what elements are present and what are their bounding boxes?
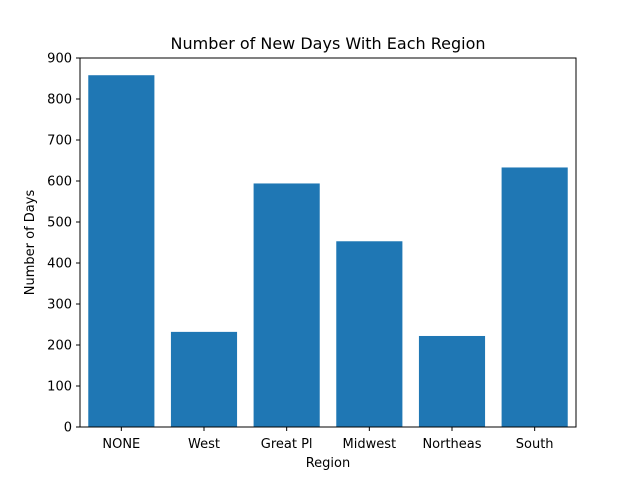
y-tick-label: 600 (47, 175, 72, 190)
bar-west (170, 331, 238, 427)
y-tick-label: 800 (47, 93, 72, 108)
x-tick-label: West (188, 437, 220, 452)
y-tick-label: 300 (47, 298, 72, 313)
x-tick-label: Great Pl (261, 437, 313, 452)
x-axis-label: Region (306, 456, 351, 471)
x-tick-label: South (516, 437, 554, 452)
y-tick-label: 500 (47, 216, 72, 231)
bar-northeas (418, 335, 486, 427)
y-tick-label: 900 (47, 52, 72, 67)
x-tick-label: Midwest (343, 437, 397, 452)
y-axis-label: Number of Days (23, 190, 38, 296)
plot-frame (79, 57, 577, 428)
bar-midwest (336, 241, 403, 427)
bars-group (88, 75, 568, 427)
bar-none (88, 75, 155, 427)
y-tick-label: 400 (47, 257, 72, 272)
chart-title: Number of New Days With Each Region (171, 34, 486, 53)
bar-south (501, 167, 568, 427)
x-axis: NONE West Great Pl Midwest Northeas South (102, 427, 554, 452)
y-tick-label: 0 (64, 421, 72, 436)
y-tick-label: 700 (47, 134, 72, 149)
x-tick-label: NONE (102, 437, 140, 452)
bar-great-pl (253, 183, 320, 427)
y-tick-label: 100 (47, 380, 72, 395)
x-tick-label: Northeas (422, 437, 481, 452)
y-axis: 0 100 200 300 400 500 600 700 800 900 (47, 52, 80, 436)
y-tick-label: 200 (47, 339, 72, 354)
